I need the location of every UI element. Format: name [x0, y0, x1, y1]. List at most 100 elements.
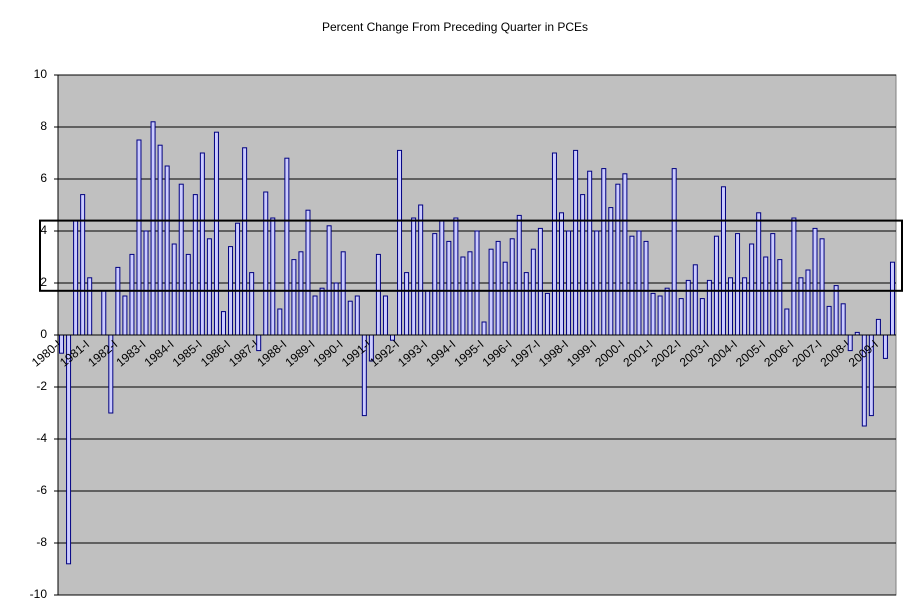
bar: [784, 308, 790, 336]
bar: [551, 152, 557, 336]
bar: [192, 194, 198, 336]
bar: [657, 295, 663, 336]
bar: [291, 259, 297, 336]
y-tick-label: -8: [36, 535, 47, 549]
bar: [439, 220, 445, 336]
y-tick-label: 4: [40, 223, 47, 237]
bar: [601, 168, 607, 336]
bar: [312, 295, 318, 336]
bar: [284, 157, 290, 336]
bar: [418, 204, 424, 336]
bar: [129, 253, 135, 336]
bar: [509, 238, 515, 336]
bar: [643, 240, 649, 336]
bar: [530, 248, 536, 336]
bar: [235, 222, 241, 336]
bar: [199, 152, 205, 336]
bar: [164, 165, 170, 336]
bar: [756, 212, 762, 336]
bar: [537, 227, 543, 336]
y-tick-label: 2: [40, 275, 47, 289]
bar: [185, 253, 191, 336]
bar: [580, 194, 586, 336]
y-tick-label: -4: [36, 431, 47, 445]
bar: [502, 261, 508, 336]
bar: [249, 272, 255, 336]
bar: [882, 334, 888, 359]
bar: [664, 287, 670, 336]
bar: [256, 334, 262, 352]
bar: [587, 170, 593, 336]
bar: [650, 292, 656, 336]
bar: [495, 240, 501, 336]
bar: [467, 251, 473, 336]
bar: [425, 290, 431, 336]
y-tick-label: -2: [36, 379, 47, 393]
bar: [805, 269, 811, 336]
bar: [636, 230, 642, 336]
bar: [213, 131, 219, 336]
bar: [713, 235, 719, 336]
bar: [122, 295, 128, 336]
bar: [340, 251, 346, 336]
bar: [678, 298, 684, 336]
bar: [171, 243, 177, 336]
bar: [749, 243, 755, 336]
bar: [305, 209, 311, 336]
bar: [474, 230, 480, 336]
bar: [608, 207, 614, 336]
bar: [559, 212, 565, 336]
bar: [242, 147, 248, 336]
bar: [150, 121, 156, 336]
bar: [136, 139, 142, 336]
y-tick-label: 6: [40, 171, 47, 185]
bar: [833, 285, 839, 336]
bar: [777, 259, 783, 336]
bar: [699, 298, 705, 336]
bar: [875, 318, 881, 336]
bar: [375, 253, 381, 336]
chart-title: Percent Change From Preceding Quarter in…: [322, 20, 588, 34]
bar: [354, 295, 360, 336]
bar: [157, 144, 163, 336]
bar: [544, 292, 550, 336]
bar: [220, 311, 226, 336]
bar: [629, 235, 635, 336]
bar: [206, 238, 212, 336]
bar: [277, 308, 283, 336]
y-tick-label: 0: [40, 327, 47, 341]
bar: [720, 186, 726, 336]
bar: [516, 214, 522, 336]
bar: [523, 272, 529, 336]
bar: [791, 217, 797, 336]
bar: [66, 334, 72, 565]
bar: [411, 217, 417, 336]
bar: [446, 240, 452, 336]
y-tick-label: -6: [36, 483, 47, 497]
bar: [178, 183, 184, 336]
bar: [826, 305, 832, 336]
bar: [770, 233, 776, 336]
bar: [819, 238, 825, 336]
bar: [812, 227, 818, 336]
bar: [481, 321, 487, 336]
bar: [397, 149, 403, 336]
bar: [735, 233, 741, 336]
highlight-box: [39, 219, 903, 292]
bar: [143, 230, 149, 336]
bar: [763, 256, 769, 336]
bar: [80, 194, 86, 336]
bar: [263, 191, 269, 336]
bar: [87, 277, 93, 336]
bar: [319, 287, 325, 336]
bar: [488, 248, 494, 336]
bar: [685, 279, 691, 336]
bar: [615, 183, 621, 336]
bar: [728, 277, 734, 336]
bar: [326, 225, 332, 336]
bar: [460, 256, 466, 336]
y-tick-label: 10: [34, 67, 48, 81]
bar: [73, 220, 79, 336]
bar: [298, 251, 304, 336]
